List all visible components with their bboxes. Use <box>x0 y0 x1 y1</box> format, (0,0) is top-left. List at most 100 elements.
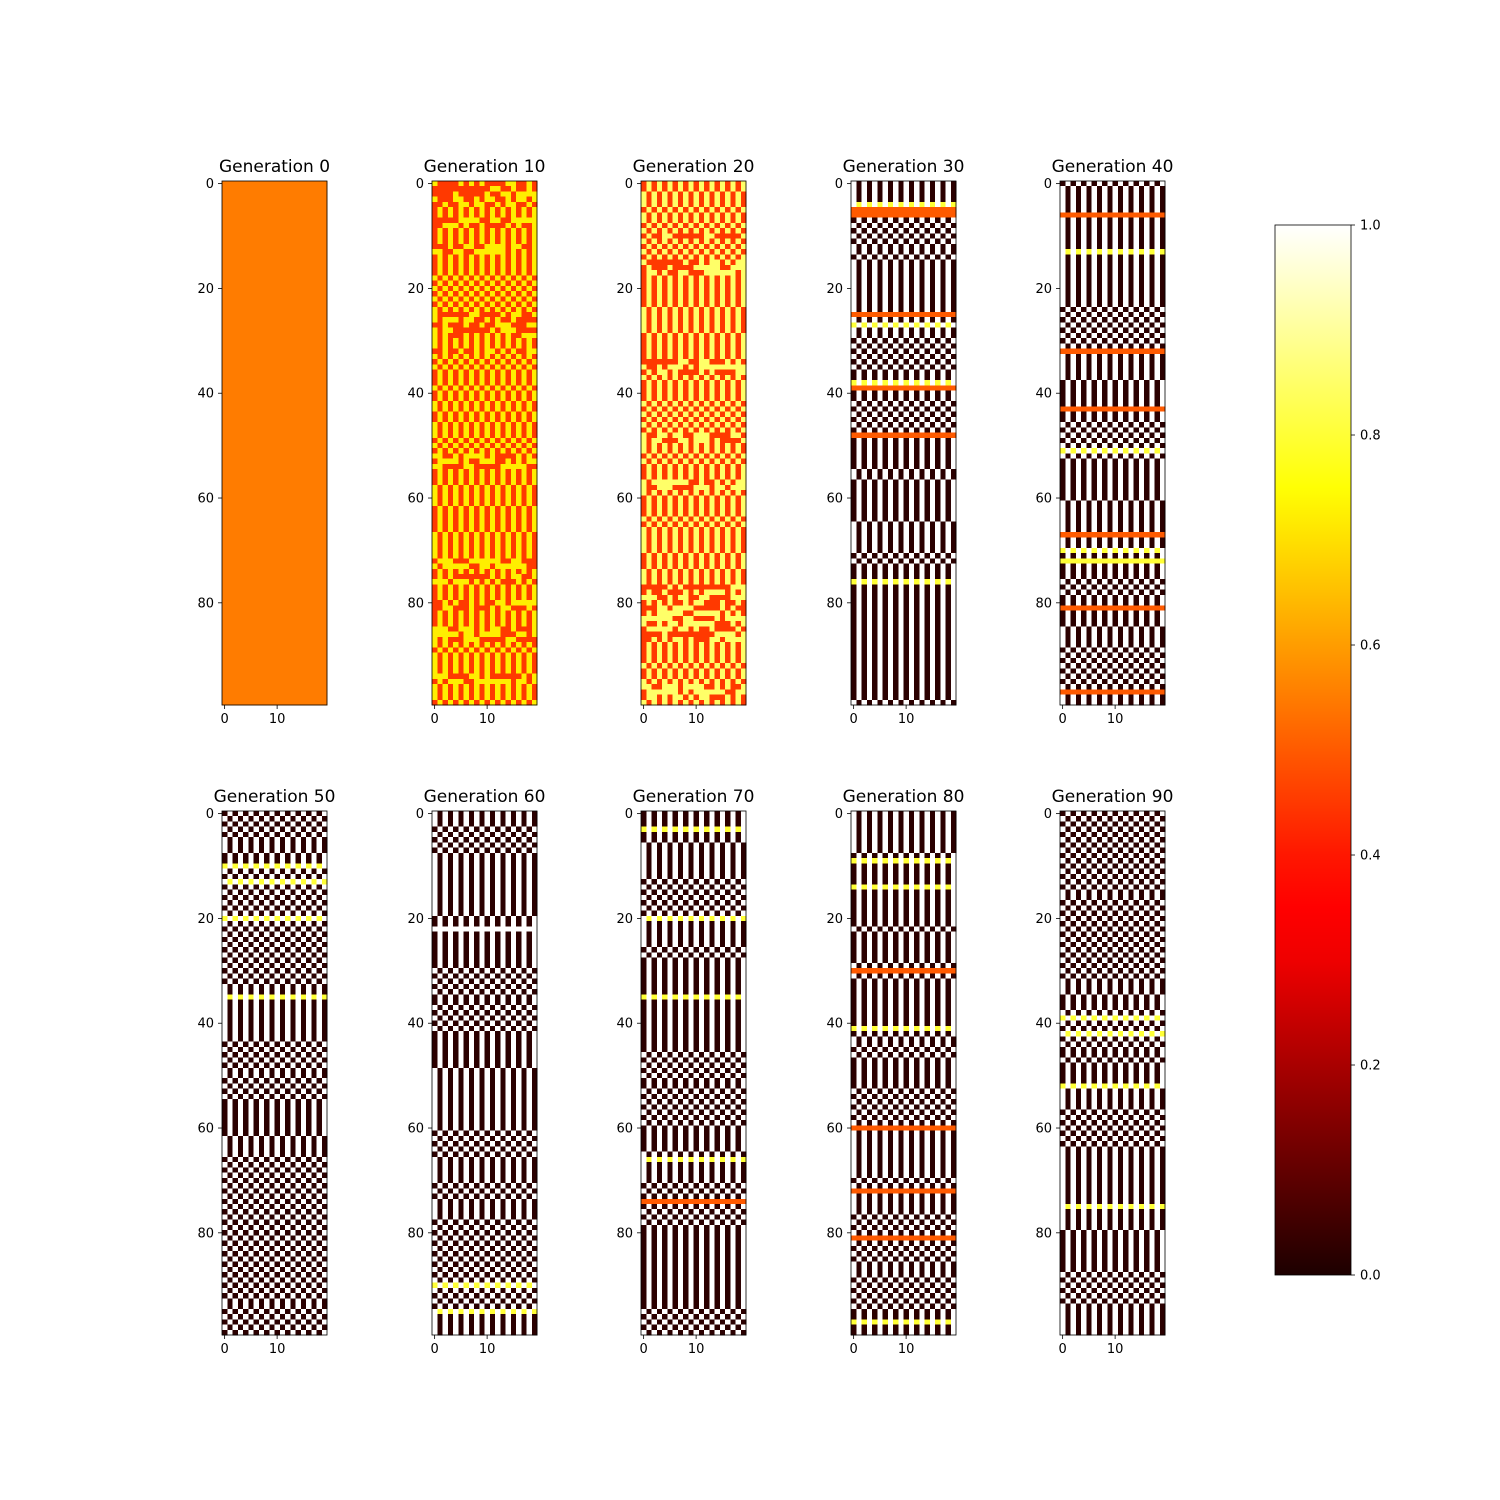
heatmap-cell <box>704 653 710 659</box>
heatmap-cell <box>930 317 936 323</box>
heatmap-cell <box>715 490 721 496</box>
heatmap-cell <box>458 532 464 538</box>
heatmap-cell <box>909 223 915 229</box>
heatmap-cell <box>919 495 925 501</box>
heatmap-cell <box>883 328 889 334</box>
heatmap-cell <box>437 480 443 486</box>
heatmap-cell <box>856 197 862 203</box>
heatmap-cell <box>657 244 663 250</box>
heatmap-cell <box>725 412 731 418</box>
heatmap-cell <box>495 228 501 234</box>
heatmap-cell <box>506 642 512 648</box>
heatmap-cell <box>453 354 459 360</box>
heatmap-cell <box>474 181 480 187</box>
heatmap-cell <box>458 663 464 669</box>
heatmap-cell <box>883 532 889 538</box>
heatmap-panel-gen-30: Generation 300204060800 10 <box>826 157 964 727</box>
heatmap-cell <box>490 343 496 349</box>
heatmap-cell <box>720 328 726 334</box>
heatmap-cell <box>469 532 475 538</box>
heatmap-cell <box>464 501 470 507</box>
heatmap-cell <box>657 663 663 669</box>
heatmap-cell <box>699 537 705 543</box>
heatmap-cell <box>458 695 464 701</box>
heatmap-cell <box>872 202 878 208</box>
heatmap-cell <box>741 632 747 638</box>
heatmap-cell <box>904 359 910 365</box>
heatmap-cell <box>904 233 910 239</box>
heatmap-cell <box>688 286 694 292</box>
heatmap-cell <box>678 658 684 664</box>
heatmap-cell <box>877 307 883 313</box>
heatmap-cell <box>500 364 506 370</box>
heatmap-cell <box>506 254 512 260</box>
heatmap-cell <box>699 506 705 512</box>
heatmap-cell <box>500 427 506 433</box>
heatmap-cell <box>904 270 910 276</box>
heatmap-cell <box>898 412 904 418</box>
heatmap-cell <box>909 553 915 559</box>
heatmap-cell <box>652 422 658 428</box>
heatmap-cell <box>919 553 925 559</box>
heatmap-cell <box>694 501 700 507</box>
heatmap-cell <box>893 296 899 302</box>
heatmap-cell <box>946 218 952 224</box>
heatmap-cell <box>694 317 700 323</box>
heatmap-cell <box>893 239 899 245</box>
heatmap-cell <box>443 307 449 313</box>
heatmap-cell <box>935 328 941 334</box>
heatmap-cell <box>453 359 459 365</box>
heatmap-cell <box>490 543 496 549</box>
heatmap-cell <box>683 453 689 459</box>
heatmap-cell <box>688 689 694 695</box>
heatmap-cell <box>673 307 679 313</box>
heatmap-cell <box>678 218 684 224</box>
heatmap-cell <box>662 448 668 454</box>
heatmap-cell <box>527 453 533 459</box>
heatmap-cell <box>532 401 538 407</box>
heatmap-cell <box>741 579 747 585</box>
heatmap-cell <box>715 453 721 459</box>
heatmap-cell <box>888 239 894 245</box>
heatmap-cell <box>851 412 857 418</box>
heatmap-cell <box>657 343 663 349</box>
heatmap-cell <box>678 380 684 386</box>
heatmap-cell <box>474 307 480 313</box>
heatmap-cell <box>888 218 894 224</box>
heatmap-cell <box>222 186 327 192</box>
heatmap-cell <box>479 385 485 391</box>
heatmap-cell <box>872 291 878 297</box>
heatmap-cell <box>516 590 522 596</box>
heatmap-cell <box>709 312 715 318</box>
heatmap-cell <box>437 595 443 601</box>
heatmap-cell <box>437 459 458 465</box>
heatmap-cell <box>443 537 449 543</box>
heatmap-cell <box>641 191 647 197</box>
heatmap-cell <box>867 537 873 543</box>
heatmap-cell <box>694 548 700 554</box>
heatmap-cell <box>883 333 889 339</box>
heatmap-cell <box>898 270 904 276</box>
heatmap-cell <box>909 480 915 486</box>
heatmap-cell <box>914 281 920 287</box>
heatmap-cell <box>872 443 878 449</box>
heatmap-cell <box>930 186 936 192</box>
heatmap-cell <box>678 302 684 308</box>
heatmap-cell <box>704 548 710 554</box>
heatmap-cell <box>474 616 480 622</box>
heatmap-cell <box>474 516 480 522</box>
heatmap-cell <box>506 647 512 653</box>
heatmap-cell <box>925 239 931 245</box>
heatmap-cell <box>856 537 862 543</box>
heatmap-cell <box>474 474 480 480</box>
heatmap-cell <box>516 427 522 433</box>
heatmap-cell <box>646 254 652 260</box>
heatmap-cell <box>673 626 679 632</box>
heatmap-cell <box>725 658 731 664</box>
heatmap-cell <box>851 453 857 459</box>
heatmap-cell <box>862 453 868 459</box>
heatmap-cell <box>867 448 873 454</box>
heatmap-cell <box>715 647 721 653</box>
heatmap-cell <box>527 579 533 585</box>
heatmap-cell <box>699 281 705 287</box>
